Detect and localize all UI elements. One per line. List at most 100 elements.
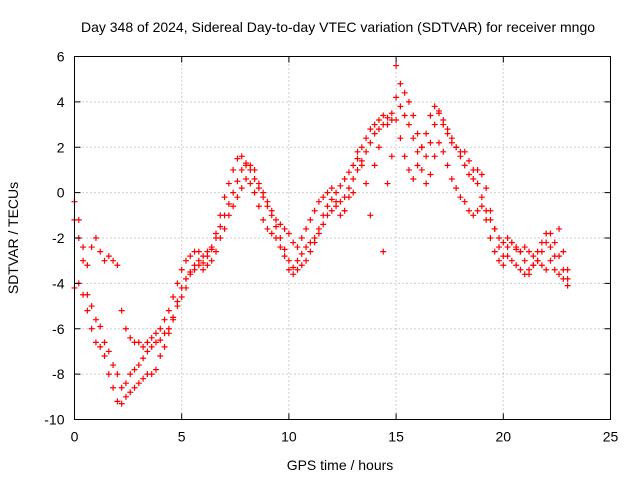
data-point — [431, 121, 438, 128]
data-point — [290, 271, 297, 278]
data-point — [182, 257, 189, 264]
data-point — [251, 189, 258, 196]
data-point — [333, 198, 340, 205]
data-point — [500, 239, 507, 246]
data-point — [174, 303, 181, 310]
data-point — [478, 171, 485, 178]
data-point — [401, 89, 408, 96]
data-point — [526, 271, 533, 278]
data-point — [285, 266, 292, 273]
data-point — [114, 398, 121, 405]
data-point — [273, 235, 280, 241]
data-point — [281, 246, 288, 253]
data-point — [427, 171, 434, 178]
data-point — [405, 121, 412, 128]
data-point — [375, 117, 382, 124]
data-point — [307, 216, 314, 223]
data-point — [491, 225, 498, 232]
data-point — [225, 200, 232, 207]
data-point — [243, 176, 250, 183]
data-point — [75, 216, 82, 223]
data-point — [208, 257, 215, 264]
data-point — [204, 262, 211, 269]
data-point — [470, 166, 477, 173]
data-point — [427, 139, 434, 146]
data-point — [547, 244, 554, 251]
data-point — [311, 207, 318, 214]
data-point — [397, 80, 404, 87]
y-tick-label: 6 — [57, 49, 65, 65]
data-point — [453, 185, 460, 192]
data-point — [230, 203, 237, 210]
data-point — [435, 139, 442, 146]
data-point — [448, 139, 455, 146]
data-point — [543, 230, 550, 237]
data-point — [140, 355, 147, 362]
data-point — [92, 339, 99, 346]
data-point — [345, 185, 352, 192]
data-point — [114, 262, 121, 269]
data-point — [341, 207, 348, 214]
data-point — [84, 307, 91, 314]
data-point — [461, 162, 468, 169]
data-point — [461, 148, 468, 155]
data-point — [345, 194, 352, 201]
data-point — [504, 235, 511, 241]
data-point — [371, 162, 378, 169]
data-point — [551, 266, 558, 273]
data-point — [405, 166, 412, 173]
data-point — [122, 325, 129, 332]
data-point — [122, 393, 129, 400]
data-point — [440, 121, 447, 128]
data-point — [440, 148, 447, 155]
series-track-a — [71, 62, 571, 391]
data-point — [290, 239, 297, 246]
data-point — [157, 352, 164, 359]
data-point — [508, 257, 515, 264]
data-point — [375, 144, 382, 151]
data-point — [465, 171, 472, 178]
data-point — [238, 185, 245, 192]
data-point — [144, 339, 151, 346]
data-point — [307, 248, 314, 255]
data-point — [354, 166, 361, 173]
data-point — [504, 253, 511, 260]
data-point — [208, 244, 215, 251]
data-point — [556, 271, 563, 278]
data-point — [157, 325, 164, 332]
data-point — [363, 180, 370, 187]
data-point — [148, 343, 155, 350]
data-point — [97, 248, 104, 255]
data-point — [161, 316, 168, 323]
data-point — [435, 107, 442, 114]
data-point — [491, 248, 498, 255]
data-point — [397, 103, 404, 110]
data-point — [148, 371, 155, 378]
data-point — [277, 221, 284, 228]
data-point — [551, 239, 558, 246]
data-point — [423, 180, 430, 187]
data-point — [101, 352, 108, 359]
data-point — [178, 266, 185, 273]
data-point — [521, 244, 528, 251]
data-point — [393, 94, 400, 101]
data-point — [238, 153, 245, 160]
data-point — [324, 212, 331, 219]
data-point — [290, 264, 297, 271]
data-point — [354, 148, 361, 155]
data-point — [110, 384, 117, 391]
data-point — [298, 235, 305, 241]
data-point — [470, 176, 477, 183]
data-point — [243, 160, 250, 167]
data-point — [97, 323, 104, 330]
data-point — [200, 253, 207, 260]
y-axis-label: SDTVAR / TECUs — [5, 182, 21, 294]
data-point — [517, 266, 524, 273]
data-point — [320, 194, 327, 201]
data-point — [414, 130, 421, 137]
data-point — [213, 230, 220, 237]
data-point — [97, 343, 104, 350]
data-point — [260, 189, 267, 196]
data-point — [444, 130, 451, 137]
data-marks — [71, 62, 571, 407]
